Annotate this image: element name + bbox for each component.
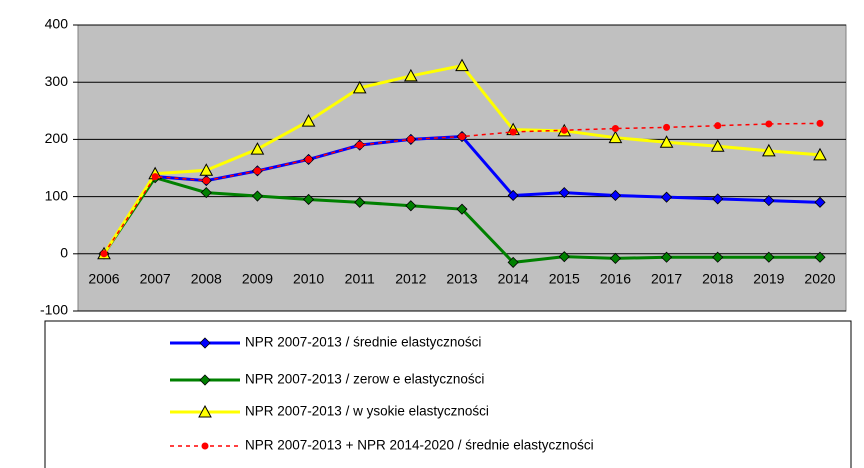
marker <box>253 167 261 175</box>
marker <box>199 163 214 176</box>
marker <box>714 122 722 130</box>
legend: NPR 2007-2013 / średnie elastyczności NPR… <box>170 335 594 453</box>
y-tick-label: 300 <box>45 73 69 89</box>
marker <box>199 374 211 386</box>
marker <box>765 120 773 128</box>
marker <box>710 139 725 152</box>
marker <box>560 126 568 134</box>
marker <box>763 195 775 207</box>
x-tick-label: 2010 <box>293 271 324 287</box>
marker <box>305 155 313 163</box>
marker <box>200 187 212 199</box>
x-tick-label: 2011 <box>345 271 375 287</box>
y-tick-label: 100 <box>45 187 69 203</box>
marker <box>507 189 519 202</box>
y-tick-label: -100 <box>40 302 68 318</box>
marker <box>407 135 415 143</box>
legend-box <box>44 320 852 468</box>
marker <box>405 200 417 212</box>
x-tick-label: 2020 <box>804 271 835 287</box>
x-tick-label: 2013 <box>446 271 477 287</box>
marker <box>199 337 211 349</box>
marker <box>352 80 367 94</box>
series-line <box>103 122 821 255</box>
marker <box>250 142 265 155</box>
x-tick-label: 2018 <box>702 271 733 287</box>
marker <box>251 190 263 202</box>
marker <box>301 114 316 127</box>
marker <box>558 187 570 199</box>
marker <box>712 251 724 263</box>
legend-label: NPR 2007-2013 / średnie elastyczności <box>245 335 481 350</box>
y-tick-label: 200 <box>45 130 69 146</box>
marker <box>659 135 674 148</box>
marker <box>608 130 623 144</box>
marker <box>404 68 418 82</box>
legend-label: NPR 2007-2013 + NPR 2014-2020 / średnie … <box>245 438 594 453</box>
marker <box>458 133 466 141</box>
marker <box>763 251 775 263</box>
x-tick-label: 2019 <box>753 271 784 287</box>
x-tick-label: 2015 <box>549 271 580 287</box>
marker <box>609 189 621 202</box>
marker <box>814 251 826 263</box>
marker <box>712 193 724 205</box>
marker <box>816 119 824 127</box>
marker <box>456 203 468 215</box>
legend-label: NPR 2007-2013 / zerow e elastyczności <box>245 372 484 387</box>
marker <box>609 252 621 264</box>
marker <box>198 404 212 418</box>
marker <box>507 256 519 268</box>
marker <box>813 147 827 161</box>
x-tick-label: 2006 <box>88 271 119 287</box>
marker <box>762 143 776 157</box>
marker <box>201 442 209 450</box>
y-tick-label: 0 <box>60 245 68 261</box>
marker <box>611 125 619 133</box>
marker <box>661 191 673 203</box>
legend-label: NPR 2007-2013 / w ysokie elastyczności <box>245 404 489 419</box>
marker <box>509 128 517 136</box>
marker <box>151 173 159 181</box>
x-tick-label: 2009 <box>242 271 273 287</box>
y-tick-label: 400 <box>45 16 69 32</box>
x-tick-label: 2008 <box>191 271 222 287</box>
marker <box>202 177 210 185</box>
x-tick-label: 2007 <box>140 271 171 287</box>
marker <box>455 58 469 72</box>
marker <box>661 251 673 263</box>
marker <box>814 196 826 208</box>
marker <box>303 193 315 206</box>
marker <box>354 196 366 208</box>
x-tick-label: 2014 <box>498 271 529 287</box>
marker <box>100 250 108 258</box>
x-tick-label: 2012 <box>395 271 426 287</box>
marker <box>663 123 671 131</box>
x-tick-label: 2017 <box>651 271 682 287</box>
marker <box>558 251 570 263</box>
x-tick-label: 2016 <box>600 271 631 287</box>
marker <box>356 141 364 149</box>
series-layer <box>97 58 827 268</box>
